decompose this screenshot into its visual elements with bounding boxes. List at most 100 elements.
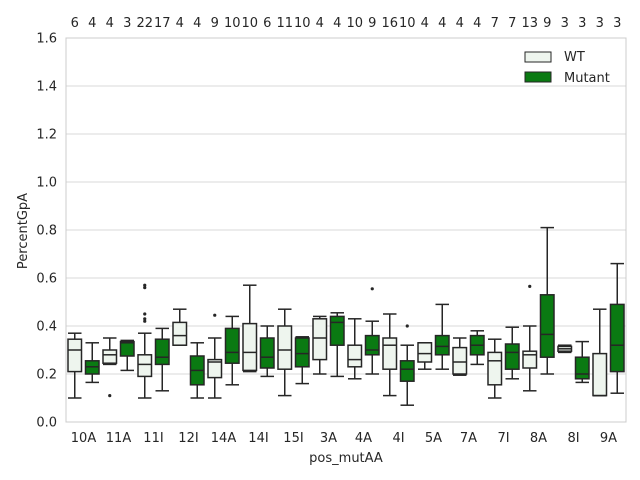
box-wt-10A (67, 332, 83, 399)
box-mutant-11I (154, 327, 170, 392)
y-tick-label: 1.4 (36, 80, 57, 95)
count-label: 9 (368, 16, 376, 31)
box-wt-3A (312, 315, 328, 375)
box-mutant-4A (364, 287, 380, 375)
box-wt-4I (382, 313, 398, 397)
box-mutant-3A (329, 312, 345, 378)
box-iqr (382, 337, 398, 370)
box-iqr (137, 354, 153, 378)
x-tick-label: 15I (283, 431, 303, 446)
count-label: 3 (613, 16, 621, 31)
count-label: 13 (521, 16, 538, 31)
flier-point (143, 317, 147, 321)
legend-label-wt: WT (564, 50, 585, 65)
box-iqr (539, 294, 555, 358)
box-wt-8A (522, 284, 538, 392)
flier-point (143, 312, 147, 316)
flier-point (143, 319, 147, 323)
box-iqr (522, 350, 538, 369)
count-label: 3 (596, 16, 604, 31)
box-mutant-7I (504, 326, 520, 380)
count-label: 4 (193, 16, 201, 31)
count-label: 4 (473, 16, 481, 31)
count-label: 17 (154, 16, 171, 31)
box-wt-11I (137, 283, 153, 399)
count-label: 4 (333, 16, 341, 31)
box-iqr (434, 334, 450, 356)
box-iqr (67, 338, 83, 373)
x-tick-label: 8I (567, 431, 579, 446)
box-wt-12I (172, 308, 188, 346)
count-labels: 6 4 4 3 22 17 4 4 9 10 10 6 11 10 4 4 10 9 16 10 4 4 4 4 7 7 13 9 3 3… (71, 16, 622, 31)
box-mutant-10A (84, 342, 100, 384)
box-iqr (347, 344, 363, 368)
y-tick-label: 1.6 (36, 32, 57, 47)
y-tick-label: 0.0 (36, 416, 57, 431)
box-iqr (504, 343, 520, 370)
x-tick-label: 11I (143, 431, 163, 446)
flier-point (143, 286, 147, 290)
box-iqr (294, 337, 310, 368)
x-tick-label: 11A (106, 431, 132, 446)
legend-swatch-wt (524, 51, 552, 63)
count-label: 7 (491, 16, 499, 31)
flier-point (108, 394, 112, 398)
count-label: 4 (106, 16, 114, 31)
y-tick-label: 0.8 (36, 224, 57, 239)
count-label: 9 (211, 16, 219, 31)
box-mutant-7A (469, 330, 485, 366)
count-label: 3 (578, 16, 586, 31)
legend-swatch-mutant (524, 71, 552, 83)
x-axis-ticks: 10A 11A 11I 12I 14A 14I 15I 3A 4A 4I 5A 7A 7I 8A 8I 9A (71, 431, 617, 446)
count-label: 4 (88, 16, 96, 31)
y-axis-ticks: 0.0 0.2 0.4 0.6 0.8 1.0 1.2 1.4 1.6 (36, 32, 57, 431)
plot-frame (65, 37, 627, 423)
box-iqr (487, 351, 503, 386)
y-tick-label: 0.6 (36, 272, 57, 287)
box-wt-7A (452, 337, 468, 376)
box-wt-15I (277, 308, 293, 397)
box-iqr (277, 325, 293, 370)
count-label: 4 (316, 16, 324, 31)
x-tick-label: 4A (355, 431, 372, 446)
count-label: 10 (399, 16, 416, 31)
count-label: 3 (561, 16, 569, 31)
box-iqr (102, 349, 118, 364)
count-label: 4 (176, 16, 184, 31)
x-tick-label: 7I (497, 431, 509, 446)
y-axis-title: PercentGpA (16, 193, 31, 269)
x-tick-label: 3A (320, 431, 337, 446)
box-iqr (312, 318, 328, 361)
x-tick-label: 7A (460, 431, 477, 446)
box-iqr (574, 356, 590, 380)
box-mutant-4I (399, 324, 415, 406)
box-iqr (399, 360, 415, 382)
count-label: 3 (123, 16, 131, 31)
count-label: 10 (294, 16, 311, 31)
count-label: 4 (456, 16, 464, 31)
box-mutant-8A (539, 226, 555, 375)
x-tick-label: 14I (248, 431, 268, 446)
y-tick-label: 0.2 (36, 368, 57, 383)
count-label: 10 (224, 16, 241, 31)
count-label: 7 (508, 16, 516, 31)
box-wt-4A (347, 318, 363, 380)
flier-point (370, 287, 374, 291)
box-iqr (154, 338, 170, 366)
count-label: 10 (241, 16, 258, 31)
count-label: 11 (276, 16, 293, 31)
y-tick-label: 1.0 (36, 176, 57, 191)
count-label: 4 (421, 16, 429, 31)
y-tick-label: 0.4 (36, 320, 57, 335)
count-label: 6 (71, 16, 79, 31)
box-iqr (242, 322, 258, 372)
flier-point (143, 283, 147, 287)
box-wt-14I (242, 284, 258, 373)
box-iqr (119, 340, 135, 357)
y-tick-label: 1.2 (36, 128, 57, 143)
box-wt-8I (557, 344, 573, 354)
x-tick-label: 4I (392, 431, 404, 446)
box-mutant-15I (294, 336, 310, 385)
box-mutant-8I (574, 340, 590, 384)
